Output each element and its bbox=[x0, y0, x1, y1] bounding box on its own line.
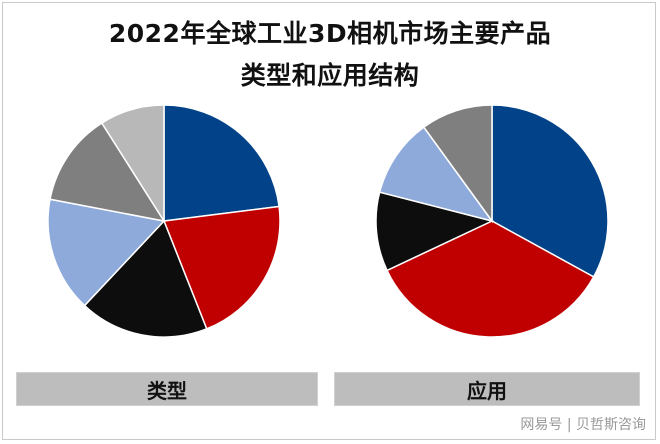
category-label-application: 应用 bbox=[467, 378, 507, 403]
pie-0-slice-1 bbox=[162, 205, 281, 330]
source-watermark: 网易号 | 贝哲斯咨询 bbox=[520, 417, 646, 433]
pie-chart-application bbox=[375, 104, 609, 338]
category-bar-application: 应用 bbox=[334, 372, 640, 406]
pie-0-slice-3 bbox=[47, 198, 166, 307]
pie-0-slice-0 bbox=[163, 104, 280, 222]
pie-1-slice-4 bbox=[422, 104, 493, 224]
chart-title-line-2: 类型和应用结构 bbox=[240, 61, 420, 90]
pie-1-slice-1 bbox=[386, 220, 595, 338]
chart-title-line-1: 2022年全球工业3D相机市场主要产品 bbox=[108, 19, 552, 48]
pie-1-slice-0 bbox=[491, 104, 609, 278]
pie-0-slice-4 bbox=[49, 122, 166, 223]
pie-0-slice-5 bbox=[100, 104, 165, 224]
category-label-type: 类型 bbox=[147, 378, 187, 403]
pie-chart-type bbox=[47, 104, 281, 338]
pie-0-slice-2 bbox=[83, 219, 208, 338]
pie-1-slice-3 bbox=[378, 126, 494, 223]
pie-1-slice-2 bbox=[375, 191, 495, 272]
category-bar-type: 类型 bbox=[16, 372, 318, 406]
